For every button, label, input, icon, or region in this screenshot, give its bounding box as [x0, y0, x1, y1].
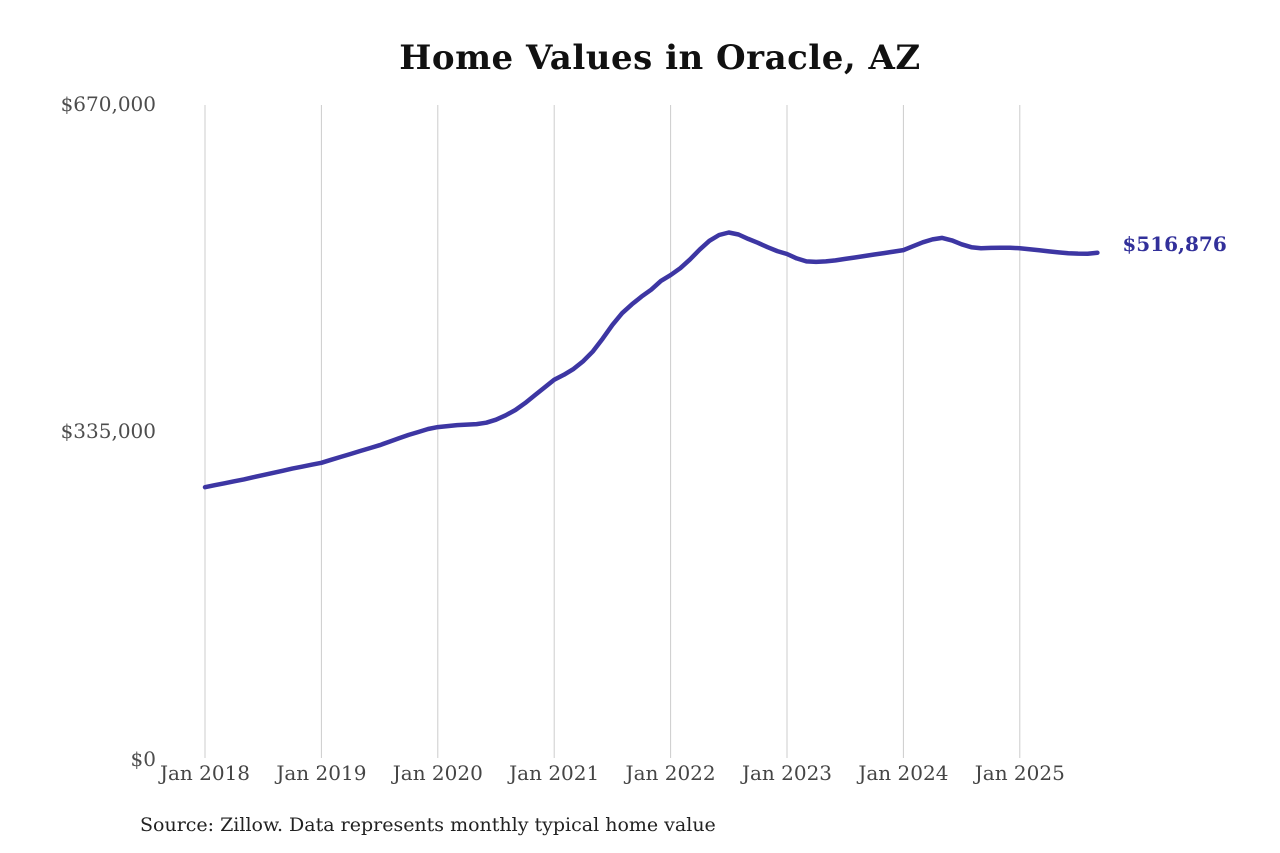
chart-title: Home Values in Oracle, AZ — [399, 38, 921, 78]
x-axis-tick-label: Jan 2025 — [974, 761, 1065, 785]
x-axis-tick-label: Jan 2021 — [509, 761, 600, 785]
x-axis-tick-label: Jan 2019 — [276, 761, 367, 785]
x-axis-tick-label: Jan 2023 — [741, 761, 833, 785]
latest-value-label: $516,876 — [1122, 231, 1227, 256]
y-axis-tick-label-0: $0 — [130, 747, 156, 771]
x-axis-tick-label: Jan 2020 — [392, 761, 483, 785]
x-axis-tick-label: Jan 2024 — [858, 761, 949, 785]
x-axis-tick-label: Jan 2022 — [625, 761, 716, 785]
source-note: Source: Zillow. Data represents monthly … — [140, 814, 716, 836]
y-axis-tick-label-335000: $335,000 — [60, 419, 156, 443]
home-value-line — [202, 230, 1100, 490]
x-axis-tick-label: Jan 2018 — [159, 761, 251, 785]
gridlines — [204, 105, 1021, 758]
y-axis-tick-label-670000: $670,000 — [60, 92, 156, 116]
